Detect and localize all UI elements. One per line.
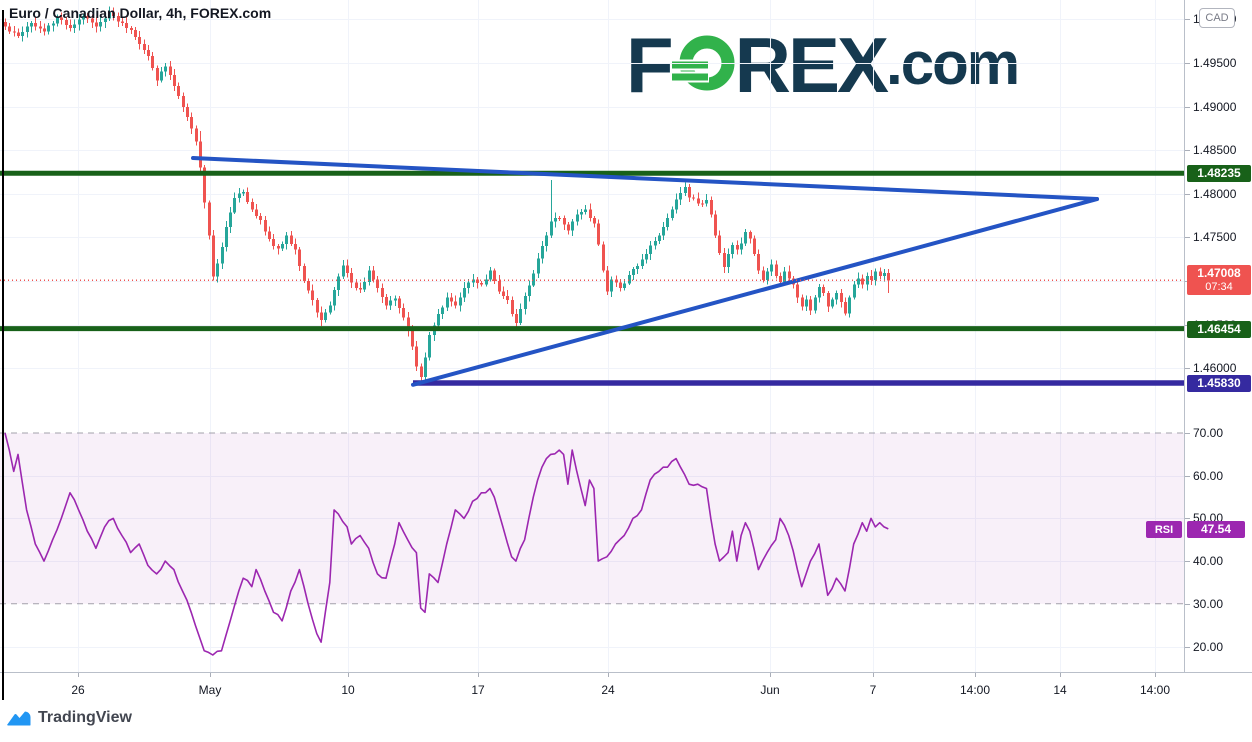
lower-trendline[interactable] <box>411 197 1099 387</box>
axis-tick <box>348 673 349 677</box>
axis-tick <box>1185 107 1190 108</box>
upper-trendline[interactable] <box>191 156 1099 202</box>
axis-tick <box>1185 647 1190 648</box>
axis-tick <box>1185 368 1190 369</box>
watermark-letter-f: F <box>626 21 674 109</box>
price-axis[interactable]: 1.48235 1.47008 07:34 1.46454 1.45830 47… <box>1184 0 1252 705</box>
axis-tick <box>1060 673 1061 677</box>
price-axis-label: 1.49000 <box>1193 100 1237 114</box>
time-axis-label: 14:00 <box>959 683 991 697</box>
time-axis-label: May <box>198 683 222 697</box>
axis-tick <box>873 673 874 677</box>
price-axis-label: 1.49500 <box>1193 56 1237 70</box>
symbol-title[interactable]: Euro / Canadian Dollar, 4h, FOREX.com <box>9 5 272 21</box>
rsi-line[interactable] <box>4 432 889 656</box>
rsi-band <box>0 433 1184 604</box>
axis-tick <box>1155 673 1156 677</box>
rsi-gridlines <box>0 410 1184 672</box>
tradingview-attribution[interactable]: TradingView <box>6 709 132 727</box>
rsi-axis-label: 60.00 <box>1193 469 1224 483</box>
rsi-indicator-badge[interactable]: RSI <box>1146 521 1182 538</box>
currency-badge[interactable]: CAD <box>1199 8 1235 28</box>
watermark-letters-rex: REX <box>734 21 889 109</box>
axis-tick <box>608 673 609 677</box>
rsi-pane[interactable] <box>0 410 1184 672</box>
time-axis-label: 24 <box>601 683 615 697</box>
price-axis-label: 1.46000 <box>1193 361 1237 375</box>
time-axis-label: 14 <box>1053 683 1067 697</box>
axis-tick <box>975 673 976 677</box>
axis-tick <box>1185 561 1190 562</box>
axis-tick <box>1185 150 1190 151</box>
rsi-axis-label: 20.00 <box>1193 640 1224 654</box>
tradingview-logo-icon <box>7 711 31 725</box>
axis-tick <box>210 673 211 677</box>
axis-tick <box>78 673 79 677</box>
rsi-value-badge: 47.54 <box>1187 521 1245 538</box>
price-axis-label: 1.47500 <box>1193 230 1237 244</box>
bar-countdown: 07:34 <box>1205 280 1233 293</box>
axis-tick <box>1185 63 1190 64</box>
support-price-badge: 1.46454 <box>1187 321 1251 338</box>
time-axis-label: 14:00 <box>1139 683 1171 697</box>
price-axis-label: 1.48000 <box>1193 187 1237 201</box>
candle-series <box>4 6 890 384</box>
axis-tick <box>1185 19 1190 20</box>
time-axis[interactable]: 26 May 10 17 24 Jun 7 14:00 14 14:00 <box>0 672 1252 706</box>
axis-tick <box>1185 194 1190 195</box>
axis-tick <box>1185 476 1190 477</box>
rsi-axis-label: 40.00 <box>1193 554 1224 568</box>
last-price-value: 1.47008 <box>1197 266 1241 281</box>
axis-tick <box>478 673 479 677</box>
rsi-axis-label: 70.00 <box>1193 426 1224 440</box>
axis-tick <box>770 673 771 677</box>
time-axis-label: 7 <box>869 683 877 697</box>
time-axis-label: 17 <box>471 683 485 697</box>
price-gridlines <box>0 0 1184 410</box>
axis-tick <box>1185 433 1190 434</box>
axis-tick <box>1185 518 1190 519</box>
tradingview-label: TradingView <box>38 709 132 726</box>
resistance-price-badge: 1.48235 <box>1187 165 1251 182</box>
axis-tick <box>1185 604 1190 605</box>
breakout-price-badge: 1.45830 <box>1187 375 1251 392</box>
axis-tick <box>1185 237 1190 238</box>
price-pane[interactable] <box>0 0 1184 410</box>
time-axis-label: 26 <box>71 683 85 697</box>
last-price-badge: 1.47008 07:34 <box>1187 265 1251 295</box>
time-axis-label: Jun <box>760 683 780 697</box>
time-axis-label: 10 <box>341 683 355 697</box>
rsi-axis-label: 30.00 <box>1193 597 1224 611</box>
price-axis-label: 1.48500 <box>1193 143 1237 157</box>
left-edge-line <box>2 10 4 700</box>
